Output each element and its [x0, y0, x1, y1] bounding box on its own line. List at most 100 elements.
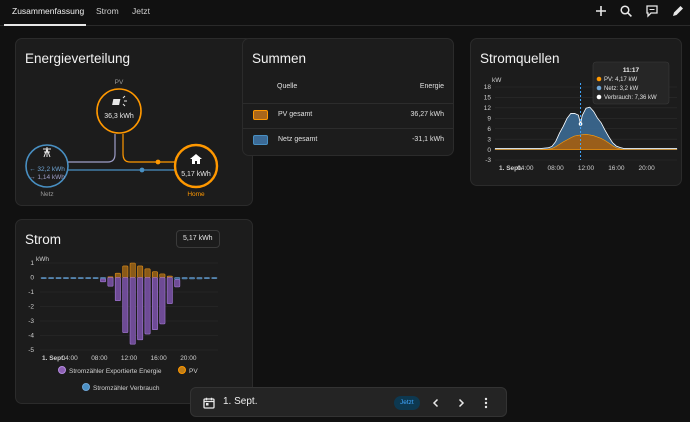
bar-verbrauch: [203, 277, 210, 279]
bar-exported: [151, 277, 158, 331]
legend-swatch: [58, 366, 66, 375]
tab-jetzt[interactable]: Jetzt: [132, 6, 150, 16]
pv-to-home-line: [122, 134, 175, 163]
bar-verbrauch: [85, 277, 92, 279]
legend-item-consumption[interactable]: Stromzähler Verbrauch: [82, 383, 160, 394]
bar-pv: [151, 271, 158, 278]
legend-label: Stromzähler Verbrauch: [93, 385, 160, 392]
plus-icon[interactable]: [594, 4, 608, 18]
bar-exported: [122, 277, 129, 333]
bar-verbrauch: [92, 277, 99, 279]
y-axis-unit: kW: [492, 77, 502, 84]
bar-verbrauch: [48, 277, 55, 279]
chevron-left-icon[interactable]: [431, 398, 441, 408]
power-bar-chart: kWh 1 0 -1 -2 -3 -4 -5 1. Sept.04:00 08:00 12:00…: [28, 256, 218, 362]
x-tick-label: 16:00: [151, 355, 168, 362]
row-value: -31,1 kWh: [412, 136, 444, 143]
x-tick-label: 12:00: [578, 165, 595, 172]
row-name: PV gesamt: [278, 111, 313, 118]
tooltip-line-grid: Netz: 3,2 kW: [604, 86, 639, 92]
column-header-source: Quelle: [277, 83, 298, 90]
more-vertical-icon[interactable]: [482, 397, 490, 409]
total-energy-badge: 5,17 kWh: [176, 230, 220, 248]
series-area-pv: [495, 133, 677, 150]
pv-to-grid-line: [67, 134, 116, 163]
y-tick-label: 3: [487, 136, 491, 143]
y-tick-label: 0: [30, 275, 34, 282]
card-title: Stromquellen: [480, 51, 560, 66]
bar-exported: [137, 277, 144, 341]
solar-panel-icon: [112, 95, 127, 107]
bar-verbrauch: [63, 277, 69, 279]
card-title: Strom: [25, 232, 62, 247]
y-tick-label: -4: [28, 333, 34, 340]
bar-verbrauch: [196, 277, 203, 280]
x-tick-label: 12:00: [121, 355, 138, 362]
y-tick-label: 9: [487, 115, 491, 122]
x-tick-label: 20:00: [180, 355, 197, 362]
grid-export-value: → 1,14 kWh: [29, 174, 65, 181]
home-value: 5,17 kWh: [181, 171, 211, 178]
search-icon[interactable]: [619, 4, 633, 18]
legend-item-pv[interactable]: PV: [178, 366, 198, 377]
bar-verbrauch: [211, 277, 218, 279]
y-tick-label: 1: [30, 260, 34, 267]
pv-node: [96, 88, 142, 134]
home-node: [173, 143, 219, 189]
energy-distribution-card: Energieverteilung PV 36,3 kWh ← 32,2 kWh…: [15, 38, 253, 206]
tab-zusammenfassung[interactable]: Zusammenfassung: [12, 6, 85, 16]
power-pole-icon: [43, 147, 51, 158]
bar-verbrauch: [174, 277, 181, 280]
y-tick-label: -3: [28, 318, 34, 325]
series-line-verbrauch: [495, 106, 677, 149]
y-axis-unit: kWh: [36, 256, 49, 263]
bar-exported: [100, 278, 107, 283]
bar-exported: [129, 277, 136, 345]
y-tick-label: -2: [28, 304, 34, 311]
y-tick-label: 15: [484, 95, 492, 102]
now-button[interactable]: Jetzt: [394, 396, 420, 410]
pv-flow-dot: [155, 159, 161, 165]
home-icon: [190, 154, 202, 164]
bar-verbrauch: [181, 277, 188, 280]
bar-exported: [107, 277, 114, 287]
tooltip-dot-grid: [596, 85, 602, 91]
y-tick-label: 18: [484, 84, 492, 91]
bar-verbrauch: [40, 277, 47, 279]
chart-tooltip: 11:17 PV: 4,17 kW Netz: 3,2 kW Verbrauch…: [592, 61, 670, 105]
table-row: Netz gesamt -31,1 kWh: [243, 128, 453, 152]
x-tick-label: 1. Sept.: [42, 355, 65, 362]
tooltip-dot-consumption: [596, 94, 602, 100]
grid-import-value: ← 32,2 kWh: [29, 166, 65, 173]
power-card: Strom kWh 1 0 -1 -2 -3 -4 -5 1. Sept. 04:00 08:0…: [15, 219, 253, 404]
row-color-swatch: [253, 135, 268, 145]
selected-date[interactable]: 1. Sept.: [223, 396, 258, 407]
bar-pv: [129, 262, 136, 278]
row-color-swatch: [253, 110, 268, 120]
calendar-icon[interactable]: [203, 397, 215, 409]
bar-exported: [144, 277, 151, 335]
pv-label: PV: [115, 79, 124, 86]
row-name: Netz gesamt: [278, 136, 318, 143]
legend-item-exported[interactable]: Stromzähler Exportierte Energie: [58, 366, 162, 377]
chevron-right-icon[interactable]: [456, 398, 466, 408]
table-row: PV gesamt 36,27 kWh: [243, 103, 453, 127]
grid-flow-dot: [139, 167, 145, 173]
tab-strom[interactable]: Strom: [96, 6, 119, 16]
y-tick-label: -1: [28, 289, 34, 296]
x-tick-label: 08:00: [548, 165, 565, 172]
bar-exported: [166, 277, 173, 304]
chat-icon[interactable]: [645, 4, 659, 18]
grid-node: [25, 144, 69, 188]
x-tick-label: 16:00: [608, 165, 625, 172]
power-sources-card: Stromquellen kW 18 15 12 9 6 3 0 -3 1. Sept. 04:…: [470, 38, 682, 186]
bar-pv: [122, 265, 129, 278]
bar-verbrauch: [55, 277, 62, 279]
pencil-icon[interactable]: [671, 4, 685, 18]
x-tick-label: 20:00: [639, 165, 656, 172]
home-label: Home: [187, 191, 205, 198]
bar-exported: [174, 279, 181, 288]
x-tick-label: 04:00: [517, 165, 534, 172]
bar-exported: [159, 277, 166, 325]
bar-exported: [114, 277, 121, 302]
